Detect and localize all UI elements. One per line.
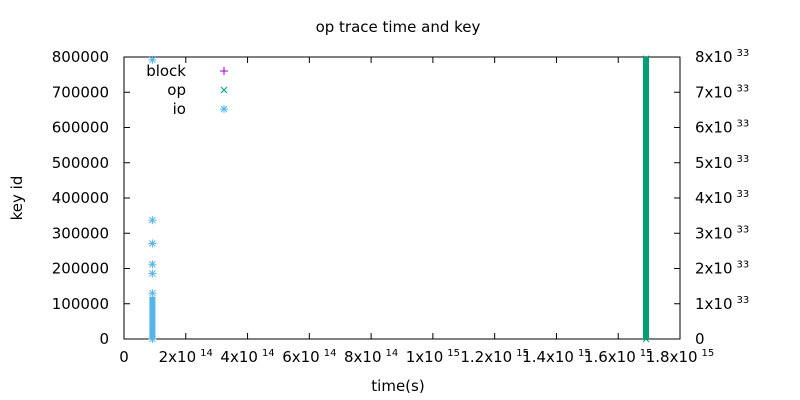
x-tick-label: 1.4x10 15: [522, 348, 591, 366]
plot-frame: [123, 56, 681, 340]
io-point: [148, 55, 157, 64]
legend-marker-io: [220, 105, 228, 113]
op-point: [642, 55, 650, 63]
y2-tick-label: 6x10 33: [695, 119, 749, 137]
legend-label-io: io: [173, 100, 186, 118]
y2-axis: 0 1x10 33 2x10 33 3x10 33 4x10 33 5x10 33 6x10 33 7x1…: [674, 48, 749, 348]
x-tick-label: 0: [119, 348, 129, 366]
y2-tick-label: 5x10 33: [695, 154, 749, 172]
io-point: [148, 335, 157, 343]
y-axis-title: key id: [8, 176, 26, 221]
io-point: [148, 269, 157, 278]
io-point: [148, 260, 157, 269]
y2-tick-label: 1x10 33: [695, 295, 749, 313]
y-tick-label: 200000: [52, 260, 109, 278]
y-tick-label: 500000: [52, 154, 109, 172]
io-point: [148, 289, 157, 298]
x-tick-label: 1.2x10 15: [460, 348, 529, 366]
legend-marker-op: [220, 86, 228, 94]
op-point: [642, 335, 650, 343]
y-tick-label: 600000: [52, 119, 109, 137]
x-tick-label: 1x10 15: [406, 348, 460, 366]
y-tick-label: 300000: [52, 224, 109, 242]
x-tick-label: 4x10 14: [220, 348, 274, 366]
y2-tick-label: 3x10 33: [695, 224, 749, 242]
chart-title: op trace time and key: [316, 18, 481, 36]
y-axis: 0 100000 200000 300000 400000 500000 600000 700…: [52, 48, 130, 348]
legend-label-op: op: [167, 81, 186, 99]
y2-tick-label: 2x10 33: [695, 260, 749, 278]
series-io: [148, 55, 157, 343]
x-axis: 0 2x10 14 4x10 14 6x10 14 8x10 14 1x10 15 1.2x10 151…: [119, 57, 714, 366]
io-point: [148, 216, 157, 225]
y2-tick-label: 0: [695, 330, 705, 348]
y-tick-label: 700000: [52, 83, 109, 101]
y-tick-label: 400000: [52, 189, 109, 207]
y-tick-label: 100000: [52, 295, 109, 313]
op-band: [643, 57, 650, 339]
y2-tick-label: 8x10 33: [695, 48, 749, 66]
plot-area: [148, 55, 650, 343]
x-axis-title: time(s): [371, 377, 424, 395]
x-tick-label: 8x10 14: [344, 348, 398, 366]
y-tick-label: 0: [99, 330, 109, 348]
y-tick-label: 800000: [52, 48, 109, 66]
io-band: [149, 296, 156, 339]
legend-marker-block: [220, 67, 228, 75]
legend-label-block: block: [146, 62, 186, 80]
io-point: [148, 239, 157, 248]
series-op: [642, 55, 650, 343]
x-tick-label: 2x10 14: [159, 348, 213, 366]
x-tick-label: 6x10 14: [282, 348, 336, 366]
y2-tick-label: 7x10 33: [695, 83, 749, 101]
x-tick-label: 1.8x10 15: [646, 348, 715, 366]
x-tick-label: 1.6x10 15: [584, 348, 653, 366]
y2-tick-label: 4x10 33: [695, 189, 749, 207]
